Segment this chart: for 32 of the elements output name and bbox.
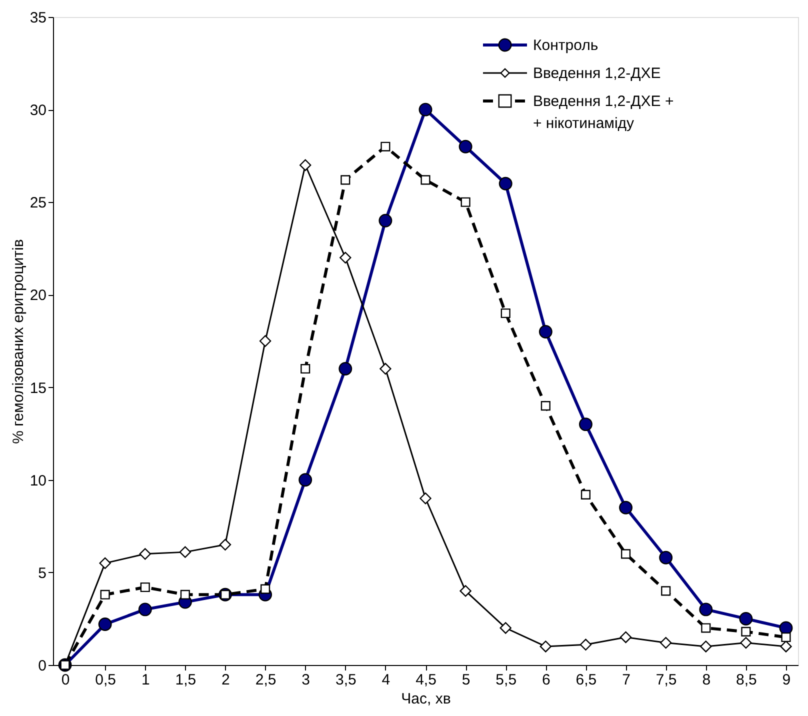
x-tick-label: 5,5 bbox=[496, 672, 517, 688]
x-tick-label: 7 bbox=[622, 672, 630, 688]
x-tick-label: 0,5 bbox=[95, 672, 116, 688]
x-tick-label: 9 bbox=[782, 672, 791, 688]
legend-label: Введення 1,2-ДХЕ bbox=[533, 65, 661, 82]
x-tick-label: 3 bbox=[302, 672, 310, 688]
y-tick-label: 15 bbox=[30, 380, 46, 397]
y-tick-label: 25 bbox=[30, 194, 46, 212]
x-tick-label: 3,5 bbox=[335, 672, 356, 688]
x-axis-title: Час, хв bbox=[401, 690, 451, 708]
legend-label: Введення 1,2-ДХЕ + + нікотинаміду bbox=[533, 93, 674, 132]
y-axis-title: % гемолізованих еритроцитів bbox=[10, 239, 27, 444]
x-tick-label: 2 bbox=[222, 672, 230, 688]
y-tick-label: 30 bbox=[30, 102, 46, 120]
y-tick-label: 35 bbox=[30, 10, 46, 26]
y-tick-label: 20 bbox=[30, 287, 46, 304]
x-tick-label: 1,5 bbox=[175, 672, 196, 688]
y-tick-label: 0 bbox=[38, 658, 46, 674]
x-tick-label: 4,5 bbox=[416, 672, 436, 688]
x-tick-label: 7,5 bbox=[656, 672, 677, 688]
x-tick-label: 0 bbox=[61, 672, 70, 688]
x-tick-label: 2,5 bbox=[255, 672, 276, 688]
x-tick-label: 6 bbox=[542, 672, 550, 688]
x-tick-label: 6,5 bbox=[576, 672, 597, 688]
x-tick-label: 4 bbox=[382, 672, 390, 688]
legend-label: Контроль bbox=[533, 37, 598, 54]
x-tick-label: 5 bbox=[462, 672, 470, 688]
x-tick-label: 1 bbox=[141, 672, 150, 688]
y-tick-label: 5 bbox=[38, 564, 46, 582]
y-tick-label: 10 bbox=[30, 472, 46, 490]
x-tick-label: 8,5 bbox=[736, 672, 757, 688]
x-tick-label: 8 bbox=[702, 672, 711, 688]
